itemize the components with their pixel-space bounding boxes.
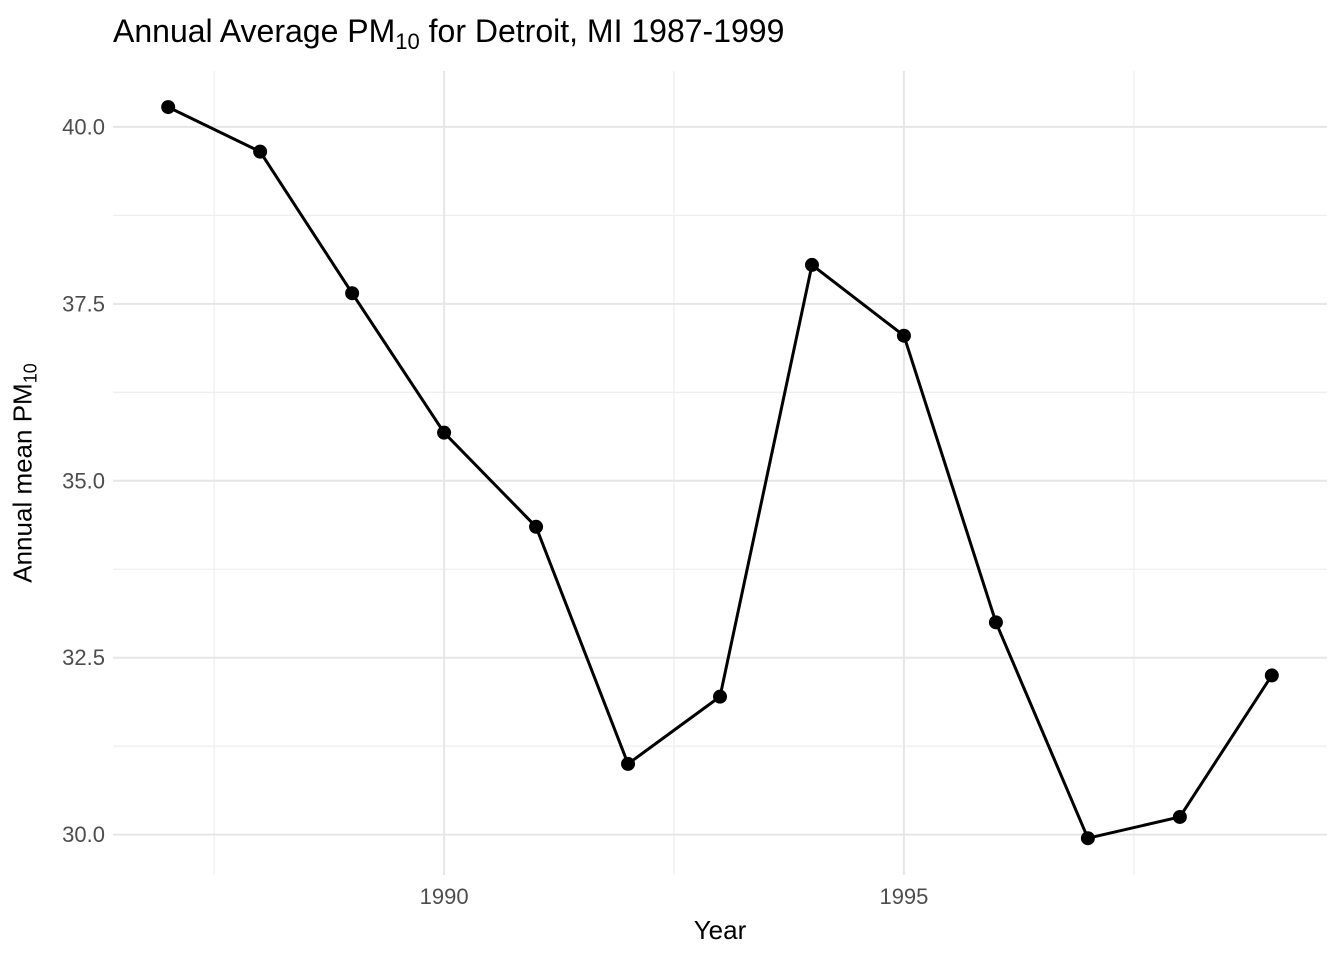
x-tick-label: 1995 [879, 884, 928, 909]
y-tick-label: 30.0 [62, 822, 105, 847]
data-point [1172, 809, 1187, 824]
data-point [1264, 668, 1279, 683]
x-axis-title: Year [693, 915, 747, 945]
y-axis-title: Annual mean PM10 [8, 363, 41, 582]
chart-title-subscript: 10 [395, 29, 420, 54]
y-tick-label: 32.5 [62, 645, 105, 670]
chart-title: Annual Average PM10 for Detroit, MI 1987… [113, 12, 784, 54]
y-axis-title-subscript: 10 [20, 363, 41, 384]
data-point [345, 286, 360, 301]
series-line [167, 105, 1274, 840]
chart-title-text: Annual Average PM [113, 13, 396, 49]
data-point [713, 689, 727, 704]
data-point [988, 615, 1003, 630]
data-point [1080, 831, 1095, 846]
y-axis-title-text: Annual mean PM [7, 383, 38, 583]
y-tick-label: 40.0 [62, 114, 105, 139]
data-point [804, 257, 819, 272]
data-point [161, 100, 176, 115]
y-tick-label: 35.0 [62, 468, 105, 493]
data-point [896, 328, 911, 343]
data-point [437, 425, 452, 440]
chart-title-suffix: for Detroit, MI 1987-1999 [419, 13, 785, 49]
data-point [621, 756, 636, 771]
data-point [529, 519, 544, 534]
x-tick-label: 1990 [420, 884, 469, 909]
data-point [253, 144, 268, 159]
y-tick-label: 37.5 [62, 291, 105, 316]
